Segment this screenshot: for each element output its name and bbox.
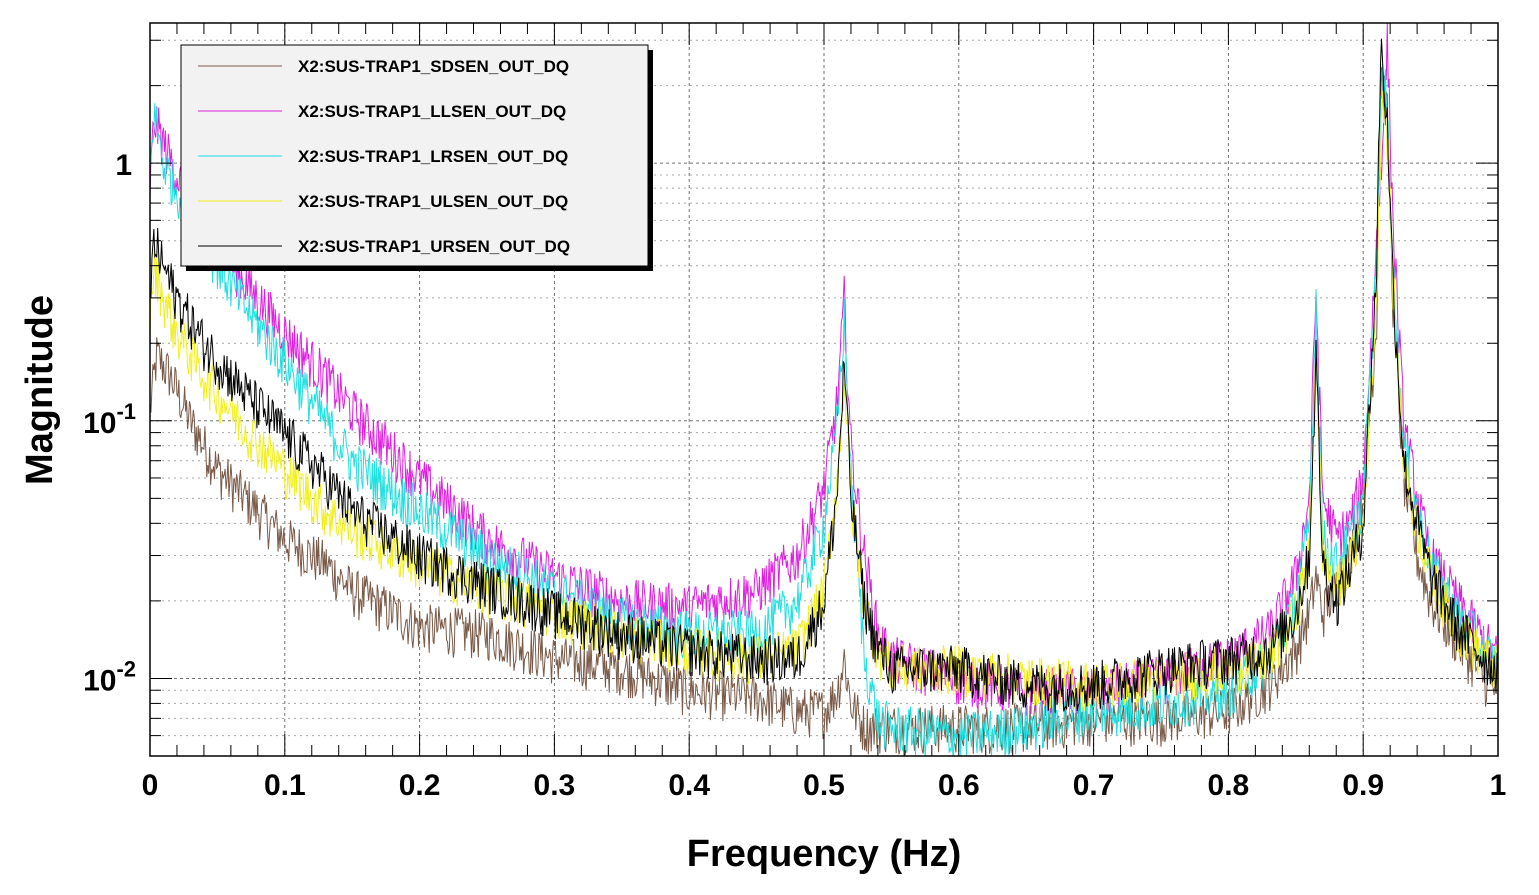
x-tick-label: 0 <box>142 769 159 802</box>
legend: X2:SUS-TRAP1_SDSEN_OUT_DQ X2:SUS-TRAP1_LL… <box>180 44 653 271</box>
legend-label: X2:SUS-TRAP1_LLSEN_OUT_DQ <box>298 102 566 121</box>
x-tick-label: 0.3 <box>534 769 576 802</box>
grid-lines <box>150 23 1498 756</box>
x-tick-label: 0.8 <box>1208 769 1250 802</box>
x-tick-label: 0.2 <box>399 769 441 802</box>
x-tick-label: 0.9 <box>1342 769 1384 802</box>
y-tick-label: 10-1 <box>83 399 136 440</box>
y-tick-label: 1 <box>115 149 132 182</box>
legend-label: X2:SUS-TRAP1_URSEN_OUT_DQ <box>298 237 570 256</box>
x-tick-label: 0.6 <box>938 769 980 802</box>
x-tick-label: 1 <box>1490 769 1507 802</box>
legend-label: X2:SUS-TRAP1_ULSEN_OUT_DQ <box>298 192 568 211</box>
x-tick-label: 0.7 <box>1073 769 1115 802</box>
legend-label: X2:SUS-TRAP1_SDSEN_OUT_DQ <box>298 57 569 76</box>
y-tick-labels: 10-2 10-1 1 <box>83 149 136 697</box>
x-tick-labels: 0 0.1 0.2 0.3 0.4 0.5 0.6 0.7 0.8 0.9 1 <box>142 769 1507 802</box>
y-axis-title: Magnitude <box>19 295 61 485</box>
x-axis-title: Frequency (Hz) <box>687 833 961 875</box>
x-tick-label: 0.5 <box>803 769 845 802</box>
legend-items: X2:SUS-TRAP1_SDSEN_OUT_DQ X2:SUS-TRAP1_LL… <box>198 57 570 256</box>
y-tick-label: 10-2 <box>83 656 136 697</box>
x-tick-label: 0.1 <box>264 769 306 802</box>
axis-ticks <box>149 23 1499 756</box>
legend-label: X2:SUS-TRAP1_LRSEN_OUT_DQ <box>298 147 568 166</box>
series-line <box>150 38 1498 713</box>
x-tick-label: 0.4 <box>668 769 710 802</box>
